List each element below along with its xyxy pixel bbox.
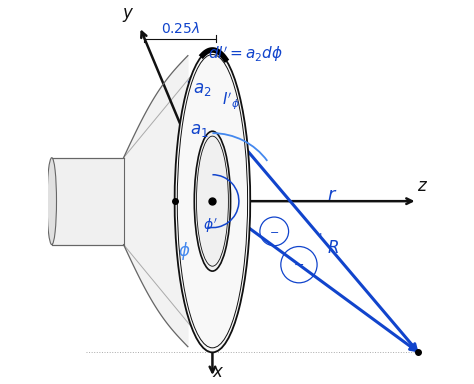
Text: $-$: $-$ (293, 258, 304, 271)
Ellipse shape (194, 131, 230, 271)
Text: $x$: $x$ (212, 364, 224, 381)
Text: $\phi$: $\phi$ (178, 240, 191, 262)
Text: ': ' (319, 232, 322, 245)
Text: $a_1$: $a_1$ (190, 122, 208, 139)
Ellipse shape (47, 158, 56, 245)
Bar (52, 158, 124, 245)
Ellipse shape (174, 50, 250, 353)
Text: $R$: $R$ (327, 240, 339, 257)
Text: $I'_\phi$: $I'_\phi$ (222, 91, 240, 112)
Text: $0.25\lambda$: $0.25\lambda$ (161, 21, 200, 36)
Text: $y$: $y$ (122, 5, 135, 23)
Text: $z$: $z$ (417, 179, 428, 195)
Text: $\phi'$: $\phi'$ (203, 216, 218, 235)
Text: $dl' = a_2 d\phi$: $dl' = a_2 d\phi$ (208, 45, 283, 65)
Polygon shape (124, 56, 188, 347)
Text: $r$: $r$ (327, 186, 337, 204)
Text: $a_2$: $a_2$ (193, 81, 211, 98)
Text: $-$: $-$ (269, 227, 279, 237)
